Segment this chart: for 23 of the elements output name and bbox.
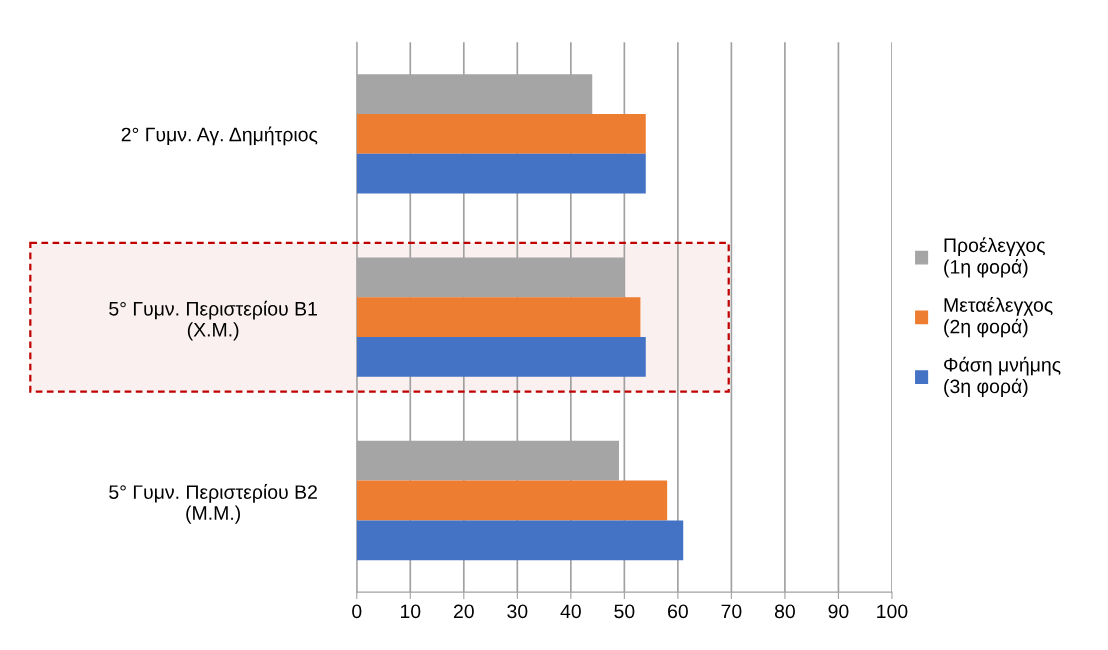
- x-tick-label: 40: [560, 604, 581, 619]
- legend-label: Προέλεγχος (1η φορά): [944, 237, 1045, 278]
- legend-label: Μεταέλεγχος (2η φορά): [944, 297, 1053, 338]
- x-tick-label: 80: [774, 604, 795, 619]
- bar: [356, 114, 646, 154]
- bar: [356, 480, 668, 521]
- legend-label: Φάση μνήμης (3η φορά): [944, 356, 1061, 398]
- bar: [356, 297, 641, 338]
- x-tick-label: 70: [721, 604, 742, 619]
- x-tick-label: 50: [614, 604, 635, 619]
- y-tick-label: 5° Γυμν. Περιστερίου Β1 (Χ.Μ.): [109, 300, 317, 341]
- y-tick-label: 2° Γυμν. Αγ. Δημήτριος: [121, 126, 318, 146]
- x-tick-label: 60: [668, 604, 688, 619]
- x-tick-label: 90: [828, 604, 849, 619]
- y-tick-label: 5° Γυμν. Περιστερίου Β2 (Μ.Μ.): [109, 484, 317, 524]
- x-tick-label: 100: [877, 604, 908, 619]
- bar: [356, 153, 646, 194]
- x-tick-label: 0: [352, 604, 362, 619]
- x-tick-label: 30: [507, 604, 528, 619]
- bar: [356, 520, 684, 561]
- x-tick-label: 20: [453, 604, 474, 619]
- bar: [356, 337, 646, 377]
- x-tick-label: 10: [400, 604, 421, 619]
